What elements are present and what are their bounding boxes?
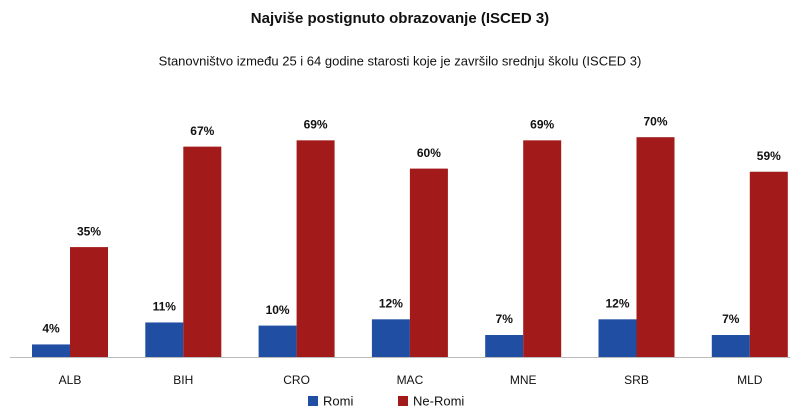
value-label: 10% [266,303,290,317]
bar [32,344,70,357]
x-tick-label: MLD [737,373,763,387]
bar [371,319,410,357]
value-label: 70% [643,114,667,128]
bar [145,322,184,357]
bar [523,140,562,357]
legend-label: Ne-Romi [413,393,464,408]
legend-label: Romi [323,393,353,408]
value-label: 35% [77,224,101,238]
chart-title: Najviše postignuto obrazovanje (ISCED 3) [251,10,549,27]
legend-swatch [308,396,318,406]
x-tick-label: MNE [510,373,537,387]
value-label: 7% [722,312,740,326]
bar [258,325,297,357]
legend-swatch [398,396,408,406]
value-label: 59% [757,149,781,163]
value-label: 4% [42,322,60,336]
x-tick-label: ALB [59,373,82,387]
value-label: 12% [605,296,629,310]
bar [409,168,448,357]
x-tick-label: SRB [624,373,649,387]
bar [183,146,222,357]
bar [711,335,750,357]
bar [749,171,788,357]
bar [485,335,524,357]
bar [70,247,108,357]
x-tick-label: CRO [283,373,310,387]
chart-subtitle: Stanovništvo između 25 i 64 godine staro… [159,53,642,68]
value-label: 60% [417,146,441,160]
value-label: 12% [379,296,403,310]
x-tick-label: BIH [173,373,193,387]
value-label: 7% [496,312,514,326]
bar [296,140,335,357]
x-tick-label: MAC [397,373,424,387]
bar [636,137,675,357]
value-label: 67% [190,124,214,138]
value-label: 11% [153,300,177,314]
value-label: 69% [530,118,554,132]
value-label: 69% [304,118,328,132]
bar [598,319,637,357]
